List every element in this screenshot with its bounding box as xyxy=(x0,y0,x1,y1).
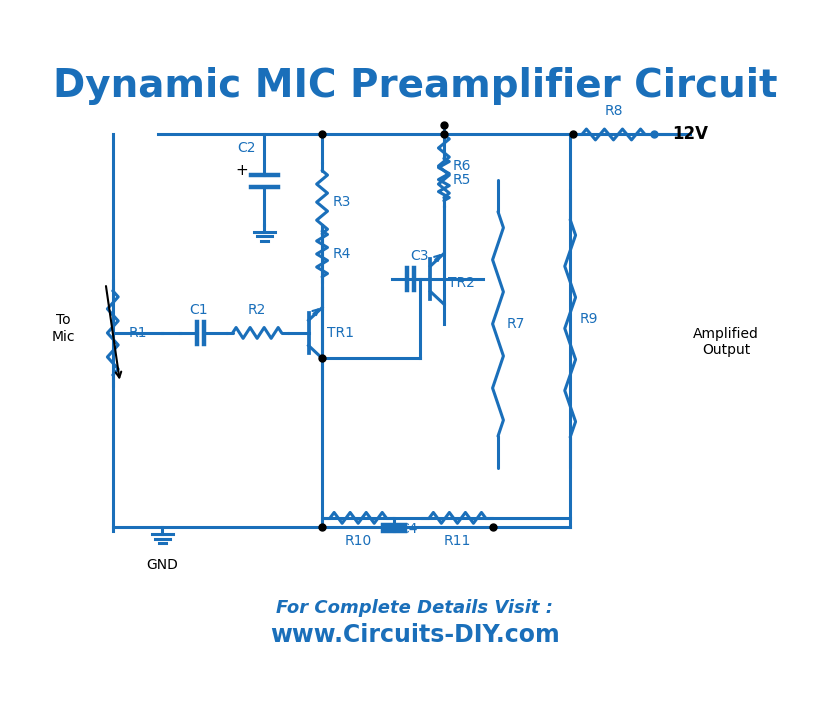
Text: 12V: 12V xyxy=(672,125,708,143)
Text: R5: R5 xyxy=(453,173,471,186)
Text: R3: R3 xyxy=(333,195,351,209)
Text: Amplified
Output: Amplified Output xyxy=(693,327,759,357)
Text: C2: C2 xyxy=(237,141,256,155)
Text: R4: R4 xyxy=(333,248,351,261)
Text: R8: R8 xyxy=(604,104,622,118)
Text: R10: R10 xyxy=(344,534,372,548)
Text: C3: C3 xyxy=(410,248,429,263)
Text: To
Mic: To Mic xyxy=(51,313,75,343)
Text: TR1: TR1 xyxy=(326,326,354,340)
Text: For Complete Details Visit :: For Complete Details Visit : xyxy=(276,599,554,617)
Text: R7: R7 xyxy=(507,317,525,331)
Text: GND: GND xyxy=(146,559,178,572)
Text: R11: R11 xyxy=(444,534,471,548)
Text: R1: R1 xyxy=(129,326,148,340)
Text: R9: R9 xyxy=(579,312,598,326)
Text: R2: R2 xyxy=(248,302,266,317)
Text: +: + xyxy=(236,163,248,178)
Text: www.Circuits-DIY.com: www.Circuits-DIY.com xyxy=(270,623,560,647)
Text: TR2: TR2 xyxy=(448,276,476,290)
Text: Dynamic MIC Preamplifier Circuit: Dynamic MIC Preamplifier Circuit xyxy=(53,67,777,105)
Text: C4: C4 xyxy=(398,523,417,536)
Text: C1: C1 xyxy=(189,302,208,317)
Text: R6: R6 xyxy=(453,159,471,173)
